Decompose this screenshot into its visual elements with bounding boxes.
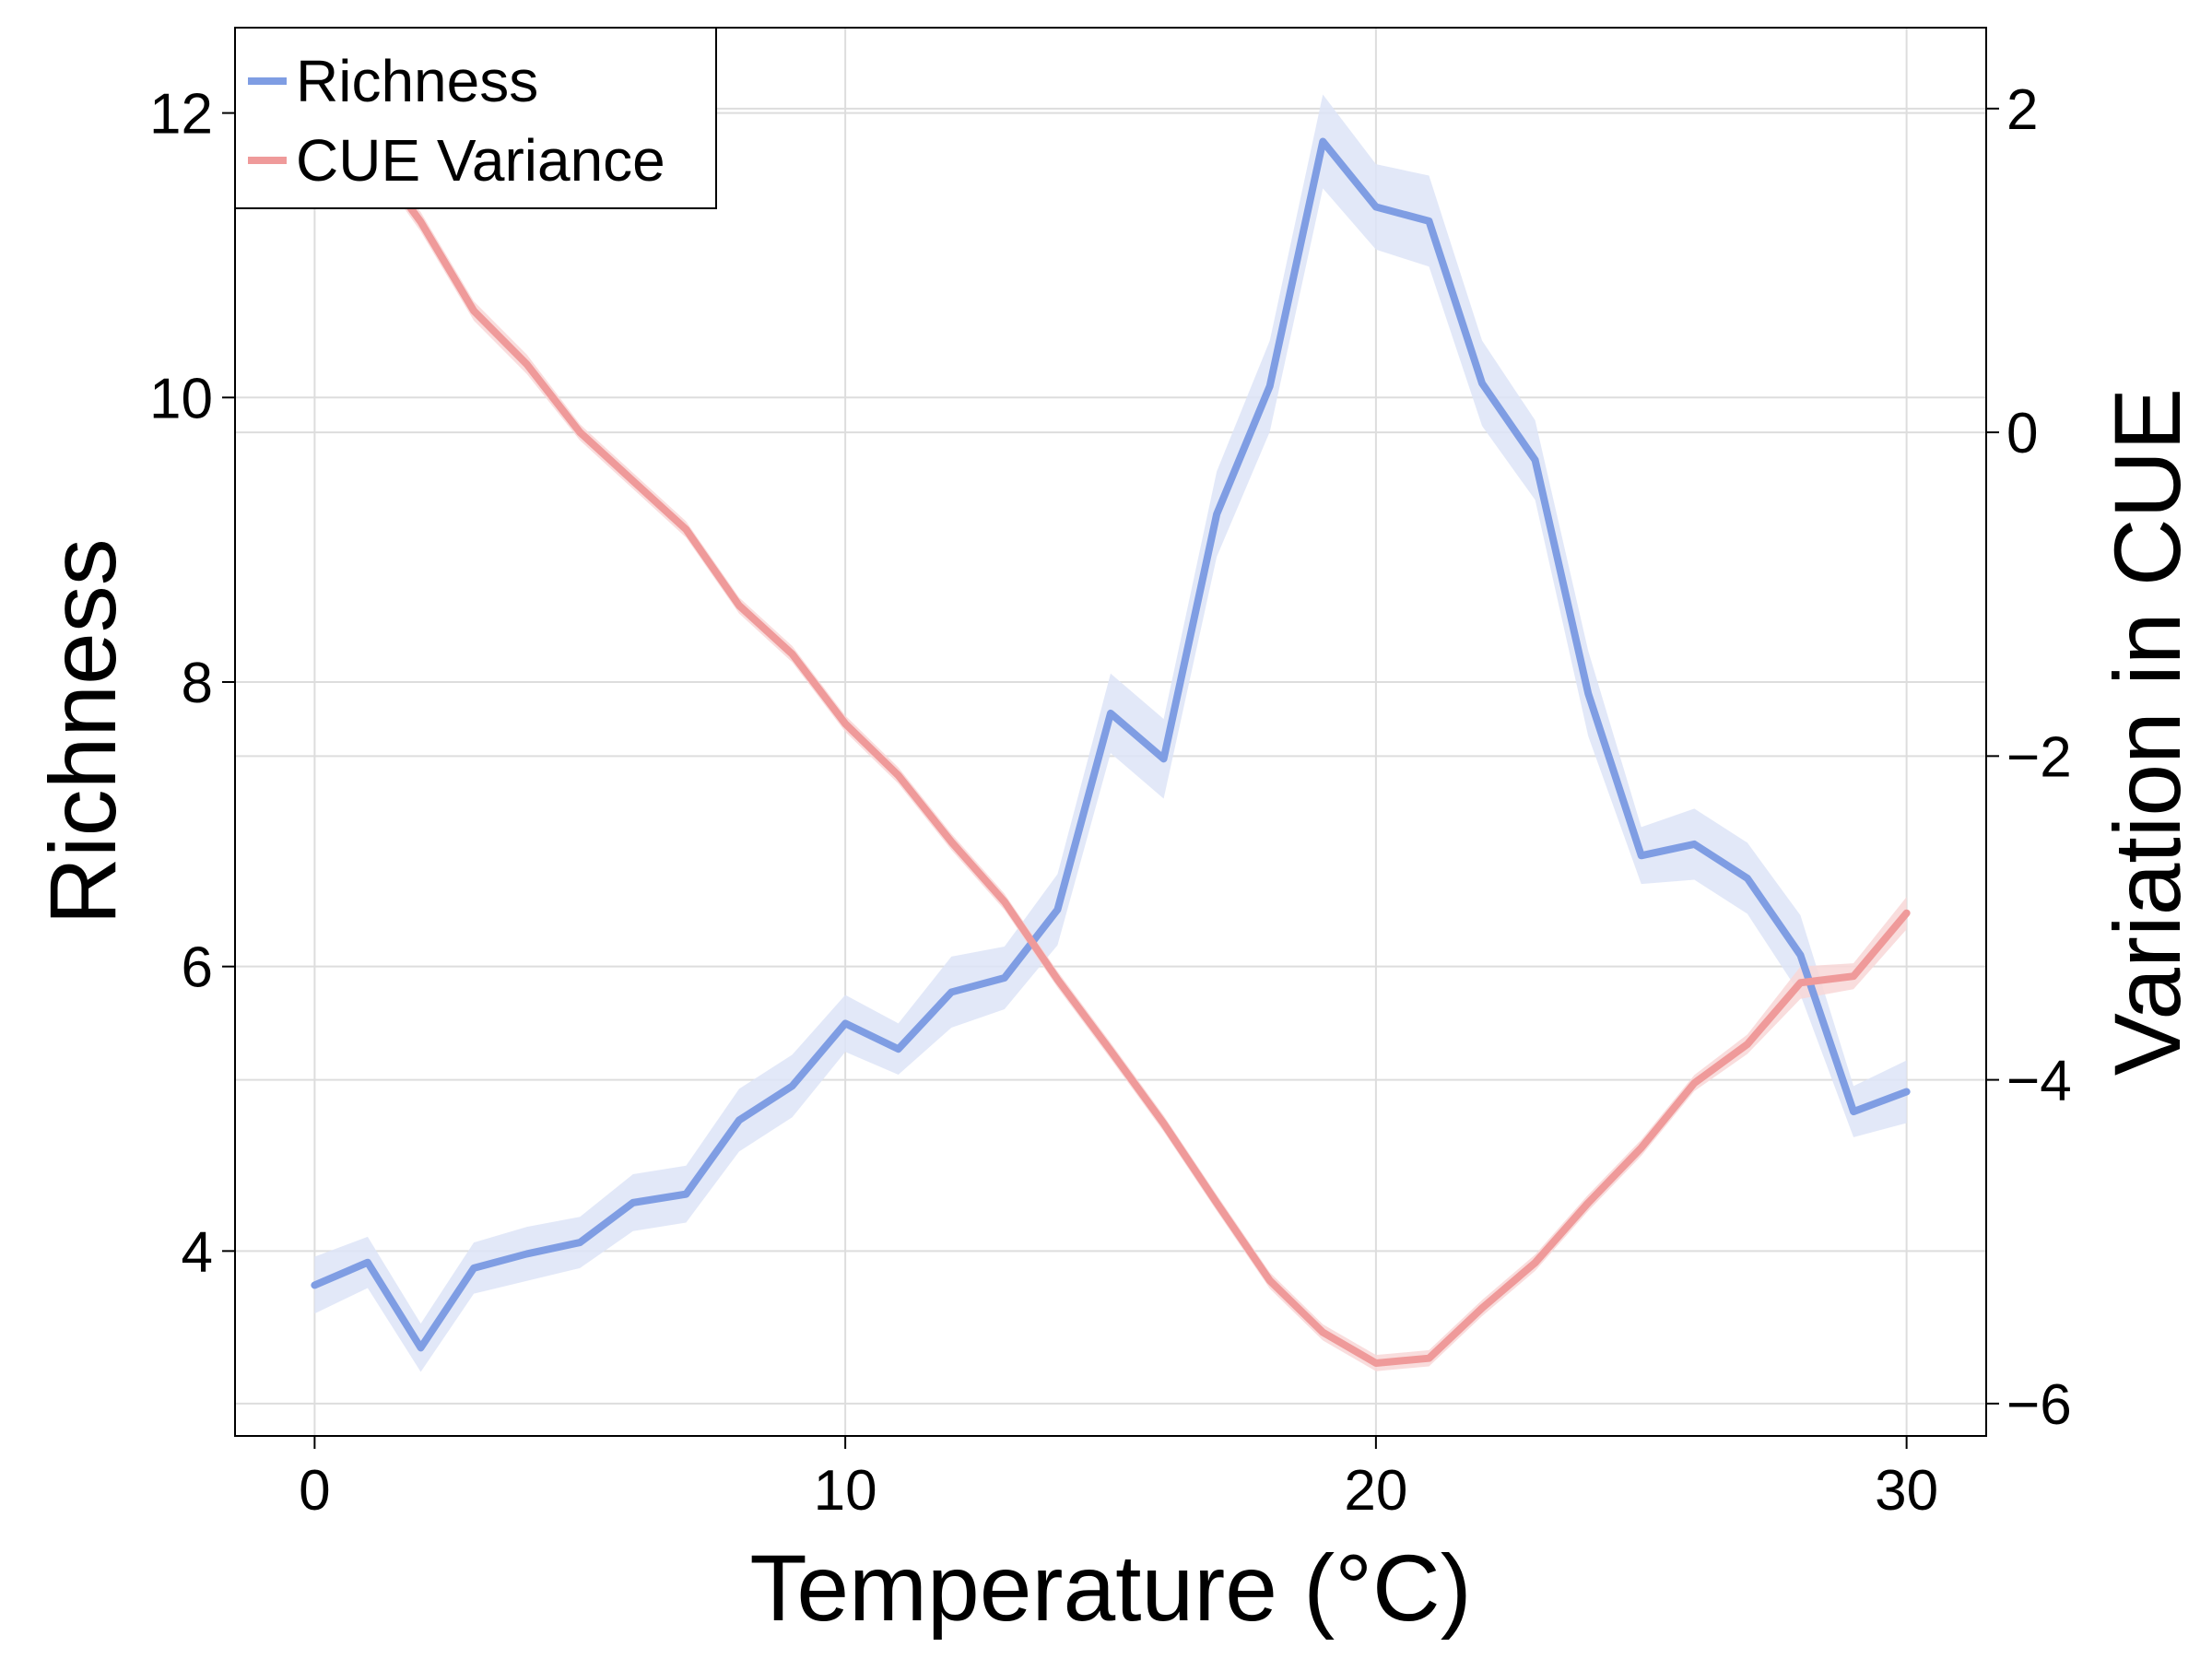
y-right-tick-label: −6 [2006, 1373, 2072, 1437]
y-left-tick-label: 10 [149, 367, 213, 430]
confidence-bands [314, 94, 1907, 1372]
legend-box [234, 27, 717, 209]
x-tick-label: 30 [1875, 1459, 1938, 1523]
y-axis-right-label: Variation in CUE [2095, 388, 2200, 1076]
series-lines [311, 104, 1911, 1367]
y-left-tick-label: 12 [149, 83, 213, 147]
x-tick-label: 20 [1344, 1459, 1407, 1523]
y-left-tick-label: 6 [182, 936, 213, 1000]
axis-ticks: 0 10 20 30 4 6 8 10 12 −6 −4 −2 0 2 [149, 78, 2072, 1523]
y-left-tick-label: 4 [182, 1220, 213, 1284]
y-right-tick-label: 0 [2006, 402, 2038, 465]
y-right-tick-label: −4 [2006, 1050, 2072, 1113]
y-left-tick-label: 8 [182, 652, 213, 715]
band-0 [314, 94, 1907, 1372]
plot-frame [234, 27, 1987, 1437]
y-axis-left-label: Richness [30, 538, 135, 925]
x-tick-label: 0 [299, 1459, 330, 1523]
legend-label-cue-variance: CUE Variance [296, 127, 665, 194]
y-right-tick-label: 2 [2006, 78, 2038, 142]
grid [235, 28, 1986, 1436]
x-axis-label: Temperature (°C) [749, 1535, 1471, 1641]
legend-label-richness: Richness [296, 48, 538, 114]
x-tick-label: 10 [814, 1459, 877, 1523]
legend: Richness CUE Variance [234, 27, 717, 209]
y-right-tick-label: −2 [2006, 725, 2072, 789]
